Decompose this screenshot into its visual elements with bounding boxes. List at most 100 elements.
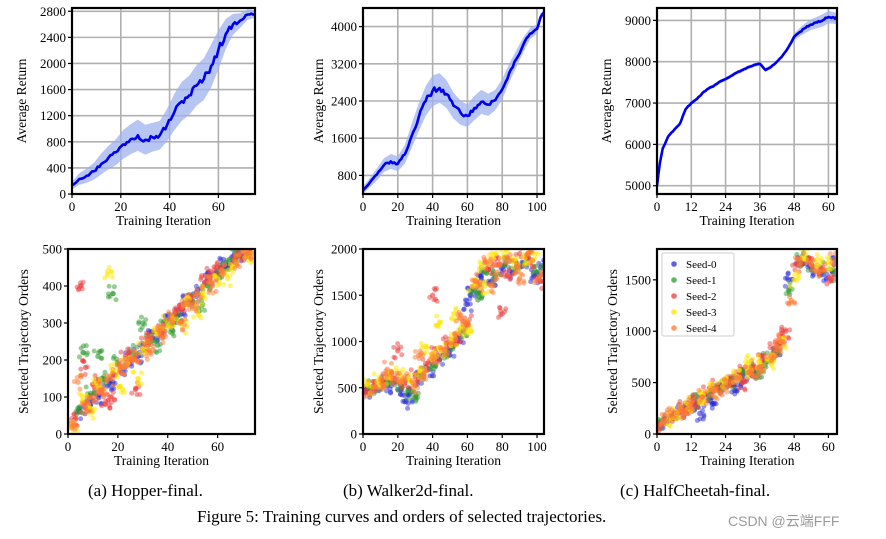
walker-scatter-point-seed-4 [416, 356, 422, 362]
walker-scatter-x-tick-label: 40 [426, 439, 439, 454]
hopper-scatter-point-seed-4 [148, 351, 154, 357]
walker-scatter-point-seed-3 [371, 371, 377, 377]
hopper-scatter-point-seed-4 [109, 370, 115, 376]
cheetah-scatter-point-seed-4 [800, 251, 806, 257]
hopper-scatter-point-seed-4 [117, 366, 123, 372]
hopper-scatter-point-seed-3 [198, 315, 204, 321]
cheetah-scatter-point-seed-4 [724, 389, 730, 395]
cheetah-scatter-legend-label: Seed-4 [686, 323, 717, 335]
cheetah-scatter-point-seed-4 [720, 384, 726, 390]
watermark: CSDN @云端FFF [728, 513, 840, 529]
cheetah-scatter-y-tick-label: 1500 [625, 272, 651, 287]
hopper-scatter-point-seed-1 [227, 256, 233, 262]
walker-scatter-point-seed-4 [469, 277, 475, 283]
hopper-scatter-point-seed-4 [233, 253, 239, 259]
cheetah-curve-x-tick-label: 12 [685, 199, 698, 214]
cheetah-scatter-point-seed-2 [742, 387, 748, 393]
cheetah-scatter-point-seed-4 [760, 367, 766, 373]
walker-scatter-point-seed-4 [493, 272, 499, 278]
walker-scatter-point-seed-3 [461, 332, 467, 338]
hopper-curve-y-tick-label: 0 [60, 187, 67, 202]
hopper-scatter-point-seed-4 [231, 257, 237, 263]
walker-scatter-y-tick-label: 0 [351, 427, 358, 442]
walker-scatter-point-seed-4 [423, 376, 429, 382]
hopper-curve-y-tick-label: 2400 [40, 30, 66, 45]
hopper-scatter-point-seed-2 [133, 385, 139, 391]
walker-scatter-point-seed-4 [461, 327, 467, 333]
walker-scatter-point-seed-4 [513, 270, 519, 276]
cheetah-scatter-point-seed-4 [685, 400, 691, 406]
cheetah-scatter-point-seed-4 [666, 405, 672, 411]
hopper-scatter-point-seed-4 [241, 243, 246, 248]
cheetah-scatter-point-seed-4 [702, 388, 708, 394]
figure-caption: Figure 5: Training curves and orders of … [197, 507, 607, 526]
hopper-scatter-y-tick-label: 0 [56, 427, 63, 442]
cheetah-scatter-legend-label: Seed-0 [686, 259, 717, 271]
cheetah-scatter-point-seed-4 [664, 416, 670, 422]
hopper-scatter-point-seed-4 [180, 327, 186, 333]
hopper-scatter-point-seed-4 [157, 333, 163, 339]
walker-curve-band [363, 9, 544, 194]
walker-scatter-point-seed-3 [416, 368, 422, 374]
walker-scatter-point-seed-3 [438, 319, 444, 325]
cheetah-curve-series-line [657, 15, 837, 186]
cheetah-scatter-point-seed-4 [795, 256, 801, 262]
walker-scatter-point-seed-4 [456, 315, 462, 321]
hopper-scatter-point-seed-4 [204, 274, 210, 280]
walker-scatter-point-seed-4 [459, 319, 465, 325]
walker-scatter-point-seed-4 [372, 387, 378, 393]
subplot-caption-b: (b) Walker2d-final. [343, 481, 474, 500]
cheetah-curve-x-tick-label: 36 [753, 199, 767, 214]
cheetah-scatter-point-seed-4 [703, 400, 709, 406]
walker-scatter-point-seed-3 [434, 313, 440, 319]
walker-scatter-point-seed-3 [489, 250, 495, 256]
hopper-scatter-point-seed-4 [79, 372, 85, 378]
walker-scatter-x-tick-label: 80 [496, 439, 509, 454]
hopper-scatter-point-seed-4 [193, 308, 199, 314]
walker-scatter-point-seed-4 [514, 263, 520, 269]
walker-scatter-point-seed-2 [402, 383, 408, 389]
walker-scatter-y-axis-label: Selected Trajectory Orders [311, 269, 326, 414]
walker-scatter-point-seed-4 [483, 266, 489, 272]
cheetah-scatter-point-seed-4 [699, 395, 705, 401]
walker-scatter-point-seed-2 [488, 270, 494, 276]
cheetah-curve-y-tick-label: 8000 [625, 54, 651, 69]
cheetah-scatter-chart: 0 12 24 36 48 60 0 500 1000 1500 Training Iteratio… [605, 247, 839, 468]
hopper-scatter-point-seed-4 [248, 250, 254, 256]
cheetah-curve-frame [655, 6, 839, 196]
walker-scatter-point-seed-4 [473, 285, 479, 291]
hopper-scatter-point-seed-4 [169, 321, 175, 327]
hopper-scatter-point-seed-1 [167, 329, 173, 335]
hopper-scatter-plot-area [68, 243, 255, 434]
hopper-scatter-point-seed-4 [77, 386, 83, 392]
cheetah-scatter-point-seed-4 [693, 394, 699, 400]
hopper-scatter-frame [66, 247, 257, 436]
hopper-scatter-x-axis-label: Training Iteration [114, 453, 209, 468]
hopper-scatter-point-seed-3 [139, 370, 145, 376]
cheetah-scatter-point-seed-4 [791, 299, 797, 305]
cheetah-scatter-point-seed-2 [767, 345, 773, 351]
hopper-scatter-point-seed-1 [84, 352, 90, 358]
hopper-curve-y-tick-label: 1200 [40, 108, 66, 123]
hopper-scatter-point-seed-4 [146, 347, 152, 353]
hopper-curve-y-tick-label: 2800 [40, 4, 66, 19]
cheetah-scatter-point-seed-3 [769, 362, 775, 368]
walker-scatter-point-seed-4 [398, 380, 404, 386]
cheetah-curve-y-tick-label: 5000 [625, 178, 651, 193]
hopper-scatter-point-seed-2 [77, 280, 83, 286]
walker-scatter-point-seed-4 [507, 252, 513, 258]
walker-scatter-point-seed-4 [490, 262, 496, 268]
hopper-curve-frame [70, 6, 257, 196]
cheetah-scatter-point-seed-4 [735, 377, 741, 383]
hopper-scatter-point-seed-4 [91, 385, 97, 391]
walker-scatter-point-seed-2 [399, 352, 405, 358]
hopper-scatter-point-seed-0 [193, 283, 199, 289]
walker-scatter-point-seed-2 [496, 314, 502, 320]
hopper-scatter-point-seed-4 [110, 383, 116, 389]
hopper-scatter-point-seed-3 [108, 366, 114, 372]
cheetah-scatter-point-seed-4 [749, 371, 755, 377]
walker-scatter-point-seed-4 [524, 252, 530, 258]
hopper-scatter-point-seed-3 [151, 328, 157, 334]
hopper-scatter-point-seed-3 [91, 376, 97, 382]
hopper-scatter-point-seed-4 [102, 390, 108, 396]
